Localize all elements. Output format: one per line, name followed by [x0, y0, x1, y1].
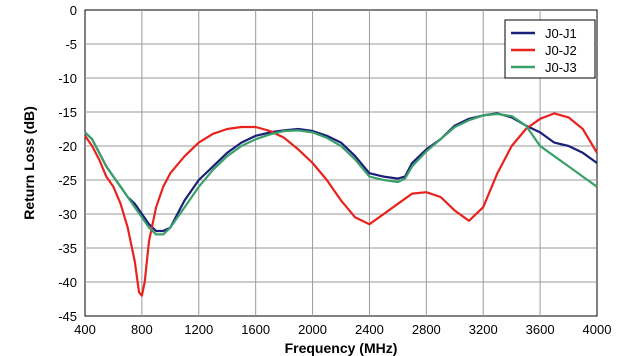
x-axis-label: Frequency (MHz) [285, 340, 398, 356]
y-axis-ticks: 0 -5 -10 -15 -20 -25 -30 -35 -40 -45 [58, 3, 77, 324]
x-tick-label: 400 [74, 322, 96, 337]
x-tick-label: 1600 [241, 322, 270, 337]
y-tick-label: -5 [65, 37, 77, 52]
series-line-j0-j2 [84, 112, 598, 297]
x-axis-ticks: 400 800 1200 1600 2000 2400 2800 3200 3600 4000 [74, 322, 611, 337]
series-line-j0-j3 [84, 112, 598, 236]
y-tick-label: -30 [58, 207, 77, 222]
y-tick-label: -10 [58, 71, 77, 86]
y-tick-label: -35 [58, 241, 77, 256]
x-tick-label: 800 [131, 322, 153, 337]
legend-entry: J0-J2 [545, 43, 577, 58]
x-tick-label: 2400 [355, 322, 384, 337]
y-tick-label: -20 [58, 139, 77, 154]
x-tick-label: 2000 [298, 322, 327, 337]
y-tick-label: -40 [58, 275, 77, 290]
grid-lines [85, 10, 597, 316]
y-tick-label: -45 [58, 309, 77, 324]
y-tick-label: -25 [58, 173, 77, 188]
x-tick-label: 4000 [583, 322, 612, 337]
legend-entry: J0-J3 [545, 60, 577, 75]
x-tick-label: 3600 [526, 322, 555, 337]
legend-entry: J0-J1 [545, 26, 577, 41]
y-tick-label: -15 [58, 105, 77, 120]
x-tick-label: 2800 [412, 322, 441, 337]
y-axis-label: Return Loss (dB) [21, 106, 37, 220]
x-tick-label: 3200 [469, 322, 498, 337]
x-tick-label: 1200 [184, 322, 213, 337]
series-lines [84, 112, 598, 297]
y-tick-label: 0 [70, 3, 77, 18]
legend: J0-J1 J0-J2 J0-J3 [504, 19, 596, 79]
